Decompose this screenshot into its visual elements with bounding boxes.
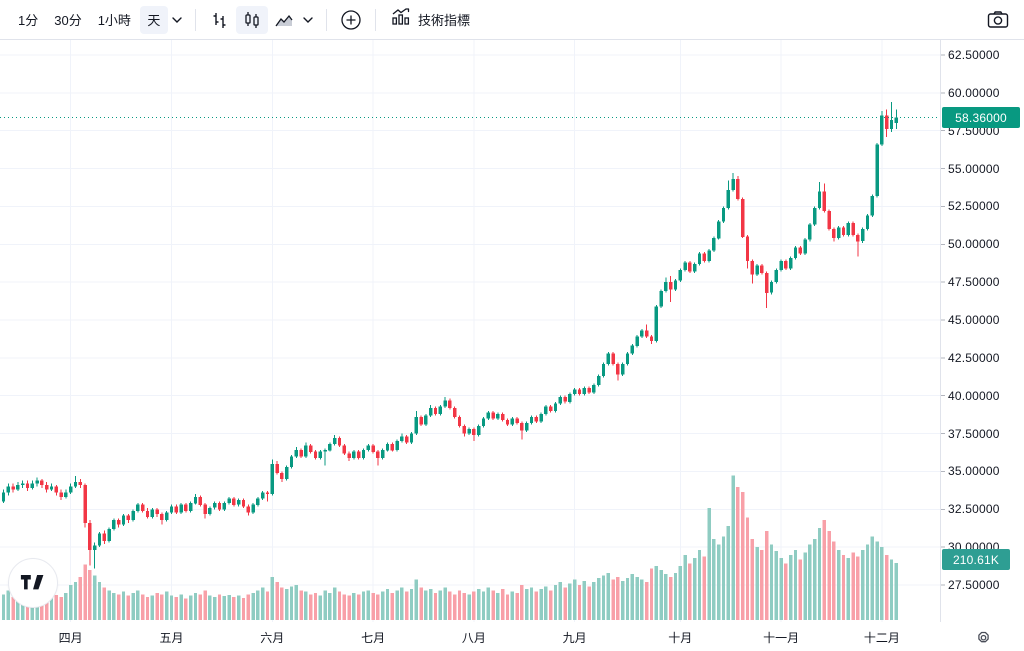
- price-tick-label: 40.00000: [948, 388, 1000, 403]
- price-tick-label: 60.00000: [948, 85, 1000, 100]
- time-tick-label: 十一月: [763, 631, 800, 645]
- time-tick-label: 七月: [361, 631, 386, 645]
- time-tick-label: 四月: [58, 631, 83, 645]
- price-tick-label: 32.50000: [948, 502, 1000, 517]
- toolbar-divider: [325, 8, 327, 31]
- time-tick-label: 九月: [562, 631, 587, 645]
- price-tick-label: 55.00000: [948, 161, 1000, 176]
- volume-badge: 210.61K: [942, 549, 1010, 570]
- price-tick-label: 62.50000: [948, 48, 1000, 62]
- style-chevron-down-icon[interactable]: [300, 6, 316, 34]
- price-tick-label: 42.50000: [948, 350, 1000, 365]
- price-axis[interactable]: 58.36000 210.61K 62.50000 60.00000 57.5000…: [941, 40, 1024, 622]
- price-tick-label: 35.00000: [948, 464, 1000, 479]
- price-tick-label: 47.50000: [948, 275, 1000, 290]
- interval-button-30m[interactable]: 30分: [54, 13, 82, 28]
- toolbar-divider: [194, 8, 196, 31]
- indicators-label: 技術指標: [417, 13, 470, 28]
- time-axis-settings-gear-icon[interactable]: [970, 627, 996, 647]
- indicators-icon: [390, 7, 412, 32]
- time-tick-label: 五月: [159, 631, 184, 645]
- interval-button-1d[interactable]: 天: [139, 5, 168, 34]
- current-price-badge: 58.36000: [942, 107, 1020, 129]
- price-tick-label: 37.50000: [948, 426, 1000, 441]
- time-tick-label: 十二月: [863, 631, 900, 645]
- price-tick-label: 27.50000: [948, 578, 1000, 592]
- interval-button-1h[interactable]: 1小時: [97, 13, 131, 28]
- candles-chart-style-icon[interactable]: [235, 5, 268, 34]
- area-chart-style-icon[interactable]: [268, 6, 300, 34]
- price-tick-label: 52.50000: [948, 199, 1000, 214]
- toolbar-divider: [374, 8, 376, 31]
- price-tick-label: 45.00000: [948, 313, 1000, 327]
- bars-chart-style-icon[interactable]: [204, 6, 236, 34]
- plus-circle-icon[interactable]: [335, 6, 367, 34]
- interval-chevron-down-icon[interactable]: [169, 6, 185, 34]
- time-tick-label: 六月: [260, 631, 285, 645]
- interval-button-1m[interactable]: 1分: [18, 13, 39, 28]
- camera-snapshot-icon[interactable]: [982, 6, 1014, 34]
- indicators-button[interactable]: 技術指標: [384, 3, 476, 36]
- time-tick-label: 十月: [668, 631, 693, 645]
- tradingview-logo[interactable]: [8, 558, 58, 608]
- chart-toolbar: 1分 30分 1小時 天: [0, 0, 1024, 40]
- time-axis[interactable]: 四月 五月 六月 七月 八月 九月 十月 十一月 十二月: [0, 622, 1024, 651]
- price-tick-label: 50.00000: [948, 237, 1000, 252]
- time-tick-label: 八月: [461, 631, 486, 645]
